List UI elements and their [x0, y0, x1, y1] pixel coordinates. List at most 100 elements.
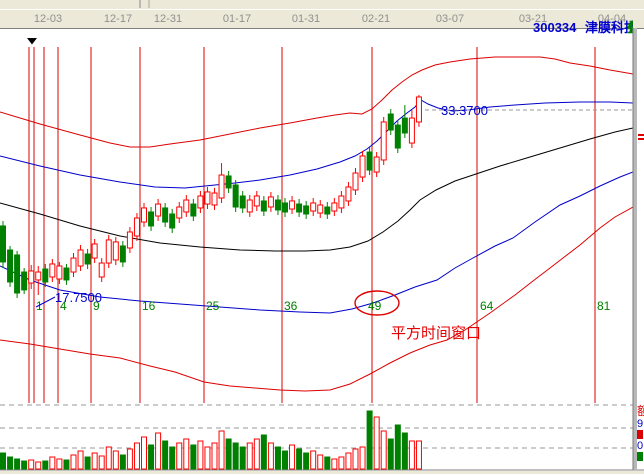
- candle-body: [42, 268, 49, 283]
- volume-bar: [204, 446, 211, 470]
- volume-bar: [394, 424, 401, 470]
- volume-bar: [14, 458, 21, 470]
- candlestick-up: [28, 265, 35, 289]
- volume-bar: [345, 452, 352, 470]
- date-label: 01-31: [292, 13, 320, 25]
- volume-bar: [84, 456, 91, 470]
- candlestick-up: [183, 195, 190, 217]
- volume-bar: [253, 438, 260, 470]
- candlestick-up: [105, 234, 112, 268]
- candlestick-down: [366, 146, 373, 176]
- candle-body: [0, 225, 6, 263]
- candle-body: [345, 186, 352, 202]
- volume-bar: [415, 440, 422, 470]
- candle-body: [394, 124, 401, 149]
- candle-body: [274, 199, 281, 211]
- candle-body: [169, 213, 176, 229]
- volume-bar: [141, 436, 147, 470]
- date-axis[interactable]: [0, 10, 644, 28]
- candle-body: [246, 199, 253, 213]
- candle-body: [296, 203, 303, 213]
- volume-bar: [260, 434, 267, 470]
- candle-body: [373, 156, 380, 173]
- volume-bar: [35, 461, 42, 470]
- candle-body: [310, 202, 317, 212]
- volume-bar: [42, 460, 49, 470]
- down-color-swatch: [637, 452, 643, 461]
- candle-body: [77, 249, 84, 267]
- candlestick-down: [387, 109, 394, 135]
- volume-bar: [28, 459, 35, 470]
- square-number-label: 25: [206, 299, 220, 313]
- candle-body: [141, 207, 147, 223]
- candlestick-up: [246, 195, 253, 217]
- volume-bar: [70, 454, 77, 470]
- volume-bar: [324, 456, 331, 470]
- candlestick-down: [274, 195, 281, 216]
- candle-body: [112, 241, 119, 261]
- candlestick-up: [317, 200, 324, 219]
- candlestick-down: [63, 263, 70, 285]
- square-number-label: 4: [60, 299, 67, 313]
- volume-bar: [387, 438, 394, 470]
- candlestick-down: [148, 207, 155, 231]
- candle-body: [176, 206, 183, 219]
- candle-body: [211, 192, 218, 206]
- stock-name: 津膜科技: [585, 20, 638, 35]
- candle-body: [225, 175, 232, 189]
- candlestick-down: [296, 198, 303, 217]
- candle-body: [267, 196, 274, 208]
- volume-bar: [274, 446, 281, 470]
- candle-body: [331, 202, 338, 212]
- candle-body: [133, 217, 140, 237]
- candlestick-up: [267, 191, 274, 212]
- volume-bar: [63, 459, 70, 470]
- volume-bar: [162, 440, 169, 470]
- volume-gridlines: [0, 404, 633, 449]
- volume-bar: [77, 450, 84, 470]
- candlestick-up: [218, 163, 225, 203]
- date-label: 12-17: [104, 13, 132, 25]
- lower-blue-band: [0, 171, 633, 314]
- candle-body: [190, 203, 197, 217]
- candle-body: [359, 155, 366, 178]
- date-label: 12-03: [34, 13, 62, 25]
- volume-bar: [0, 452, 6, 470]
- right-separator-bar[interactable]: [633, 28, 637, 470]
- volume-bar: [303, 452, 310, 470]
- candlestick-up: [352, 168, 359, 196]
- volume-bar: [380, 430, 387, 470]
- candlestick-up: [373, 152, 380, 178]
- volume-bar: [408, 440, 415, 470]
- volume-bar: [296, 448, 303, 470]
- candlestick-up: [338, 191, 345, 214]
- low-price-pointer-line: [35, 296, 56, 308]
- candle-body: [338, 195, 345, 209]
- volume-bar: [317, 454, 324, 470]
- candle-body: [408, 117, 415, 144]
- candlestick-up: [133, 213, 140, 241]
- right-edge-fragment-icon: [638, 134, 644, 140]
- candle-body: [7, 249, 14, 283]
- candle-body: [126, 231, 133, 249]
- volume-bar: [218, 430, 225, 470]
- volume-bar: [197, 440, 204, 470]
- candlestick-up: [408, 110, 415, 149]
- volume-bar: [133, 442, 140, 470]
- candlestick-up: [126, 227, 133, 253]
- volume-label-fragment: 额: [637, 404, 644, 418]
- candle-body: [289, 200, 296, 210]
- candlestick-down: [239, 191, 246, 214]
- volume-bar: [267, 442, 274, 470]
- candlestick-down: [225, 170, 232, 194]
- candle-body: [28, 270, 35, 284]
- volume-bar: [112, 450, 119, 470]
- volume-bar: [49, 456, 56, 470]
- candle-body: [84, 253, 91, 265]
- candle-body: [119, 245, 126, 263]
- candlestick-up: [49, 258, 56, 282]
- candlestick-down: [232, 179, 239, 212]
- candlestick-down: [84, 248, 91, 270]
- volume-bar: [155, 432, 162, 470]
